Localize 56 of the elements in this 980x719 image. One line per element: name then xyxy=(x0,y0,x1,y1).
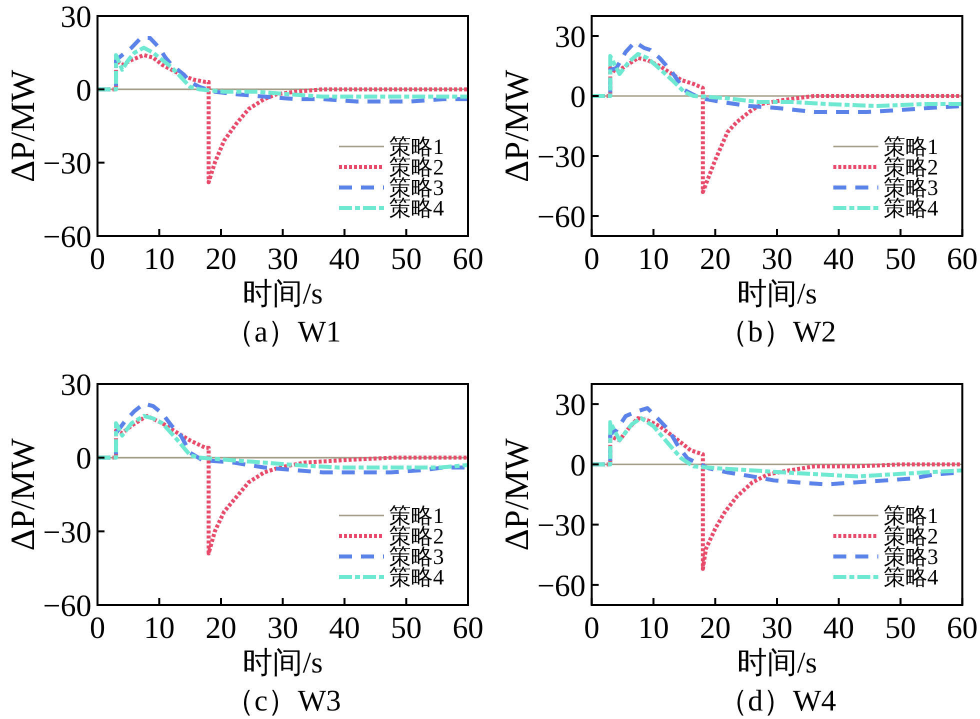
y-tick-label: 30 xyxy=(60,367,92,402)
y-axis-title: ΔP/MW xyxy=(499,437,536,551)
y-tick-label: −30 xyxy=(43,514,92,550)
x-tick-label: 50 xyxy=(885,241,916,276)
x-tick-label: 60 xyxy=(946,241,978,276)
x-tick-label: 50 xyxy=(885,610,916,645)
x-tick-label: 20 xyxy=(206,241,236,276)
y-tick-label: 0 xyxy=(570,447,586,482)
x-tick-label: 20 xyxy=(700,610,731,645)
y-tick-label: 30 xyxy=(60,0,92,34)
x-tick-label: 40 xyxy=(329,241,360,276)
y-tick-label: 0 xyxy=(76,72,92,108)
x-axis-title: 时间/s xyxy=(242,646,323,680)
y-axis-title: ΔP/MW xyxy=(499,68,536,182)
x-tick-label: 10 xyxy=(144,610,175,645)
text: （a）W1 xyxy=(224,316,342,348)
text: （d）W4 xyxy=(718,684,836,718)
y-axis-title: ΔP/MW xyxy=(5,68,42,182)
x-tick-label: 20 xyxy=(700,241,731,276)
x-tick-label: 30 xyxy=(762,610,792,645)
x-tick-label: 60 xyxy=(452,241,484,276)
y-tick-label: 30 xyxy=(554,387,586,422)
y-tick-label: −30 xyxy=(537,508,586,543)
x-tick-label: 10 xyxy=(638,610,669,645)
x-tick-label: 50 xyxy=(390,241,422,276)
y-tick-label: −60 xyxy=(43,588,92,623)
x-tick-label: 30 xyxy=(267,610,298,645)
x-tick-label: 40 xyxy=(823,241,854,276)
line-series xyxy=(98,46,468,99)
x-axis-title: 时间/s xyxy=(736,646,818,680)
x-tick-label: 40 xyxy=(329,610,360,645)
y-tick-label: −60 xyxy=(537,199,586,234)
line-series xyxy=(592,416,962,478)
y-tick-label: −30 xyxy=(537,139,586,174)
x-tick-label: 60 xyxy=(452,610,484,645)
x-tick-label: 60 xyxy=(946,610,978,645)
x-tick-label: 50 xyxy=(390,610,422,645)
y-tick-label: −60 xyxy=(537,568,586,603)
line-series xyxy=(98,414,468,470)
y-tick-label: −30 xyxy=(43,146,92,181)
y-tick-label: 0 xyxy=(570,79,586,114)
x-tick-label: 10 xyxy=(638,241,669,276)
y-tick-label: 30 xyxy=(554,19,586,54)
x-tick-label: 20 xyxy=(206,610,236,645)
x-axis-title: 时间/s xyxy=(242,278,323,310)
x-axis-title: 时间/s xyxy=(736,278,818,310)
x-tick-label: 10 xyxy=(144,241,175,276)
x-tick-label: 40 xyxy=(823,610,854,645)
line-series xyxy=(592,52,962,108)
y-tick-label: −60 xyxy=(43,219,92,254)
text: （b）W2 xyxy=(718,316,836,348)
x-tick-label: 30 xyxy=(762,241,792,276)
text: （c）W3 xyxy=(224,684,342,718)
x-tick-label: 30 xyxy=(267,241,298,276)
y-tick-label: 0 xyxy=(76,440,92,476)
y-axis-title: ΔP/MW xyxy=(5,437,42,551)
